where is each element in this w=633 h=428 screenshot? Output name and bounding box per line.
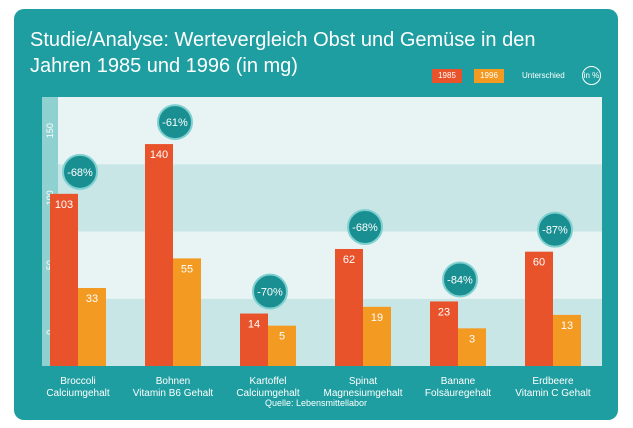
bar-value-label-1996: 33 <box>86 293 98 305</box>
category-label: Vitamin C Gehalt <box>515 388 591 399</box>
source-label: Quelle: Lebensmittellabor <box>264 398 368 408</box>
difference-label: -84% <box>447 274 473 286</box>
category-label: Magnesiumgehalt <box>324 388 403 399</box>
bar-value-label-1996: 55 <box>181 263 193 275</box>
category-label: Erdbeere <box>532 376 574 387</box>
category-label: Calciumgehalt <box>236 388 300 399</box>
bar-1996 <box>553 314 581 366</box>
category-label: Bohnen <box>156 376 190 387</box>
legend-difference-unit: in % <box>582 66 601 85</box>
bar-1996 <box>363 306 391 366</box>
bar-value-label-1985: 62 <box>343 254 355 266</box>
legend-difference-label: Unterschied <box>522 71 565 80</box>
plot-band <box>42 97 602 165</box>
bar-value-label-1985: 23 <box>438 306 450 318</box>
category-label: Kartoffel <box>249 376 286 387</box>
bar-1985 <box>50 193 78 366</box>
difference-bubble <box>442 261 478 298</box>
difference-label: -68% <box>67 167 93 179</box>
bar-value-label-1985: 103 <box>55 199 73 211</box>
difference-bubble <box>537 211 573 248</box>
y-tick-label: 150 <box>45 123 55 138</box>
category-label: Spinat <box>349 376 378 387</box>
difference-bubble <box>62 153 98 190</box>
category-label: Vitamin B6 Gehalt <box>133 388 214 399</box>
bar-value-label-1996: 13 <box>561 320 573 332</box>
bar-1996 <box>268 325 296 366</box>
bar-value-label-1996: 3 <box>469 333 475 345</box>
chart-card: Studie/Analyse: Wertevergleich Obst und … <box>14 9 618 420</box>
category-label: Broccoli <box>60 376 96 387</box>
plot-band <box>42 231 602 299</box>
bar-1985 <box>145 144 173 366</box>
bar-value-label-1985: 60 <box>533 257 545 269</box>
bar-1985 <box>240 313 268 366</box>
difference-label: -87% <box>542 225 568 237</box>
legend-1985: 1985 <box>432 69 462 83</box>
bar-chart: 05010015010333-68%BroccoliCalciumgehalt1… <box>42 97 602 399</box>
bar-value-label-1985: 140 <box>150 149 168 161</box>
bar-1996 <box>78 287 106 366</box>
category-label: Calciumgehalt <box>46 388 110 399</box>
plot-band <box>42 164 602 232</box>
bar-value-label-1985: 14 <box>248 319 260 331</box>
difference-label: -70% <box>257 287 283 299</box>
bar-1996 <box>458 328 486 366</box>
difference-bubble <box>157 104 193 141</box>
category-label: Folsäuregehalt <box>425 388 491 399</box>
bar-1996 <box>173 258 201 366</box>
bar-value-label-1996: 19 <box>371 312 383 324</box>
legend-1996: 1996 <box>474 69 504 83</box>
difference-bubble <box>252 273 288 310</box>
chart-title: Studie/Analyse: Wertevergleich Obst und … <box>30 29 536 77</box>
category-label: Banane <box>441 376 476 387</box>
difference-label: -68% <box>352 222 378 234</box>
bar-1985 <box>525 251 553 366</box>
bar-1985 <box>335 248 363 366</box>
bar-value-label-1996: 5 <box>279 331 285 343</box>
difference-bubble <box>347 208 383 245</box>
plot-band <box>42 298 602 366</box>
difference-label: -61% <box>162 117 188 129</box>
bar-1985 <box>430 301 458 366</box>
